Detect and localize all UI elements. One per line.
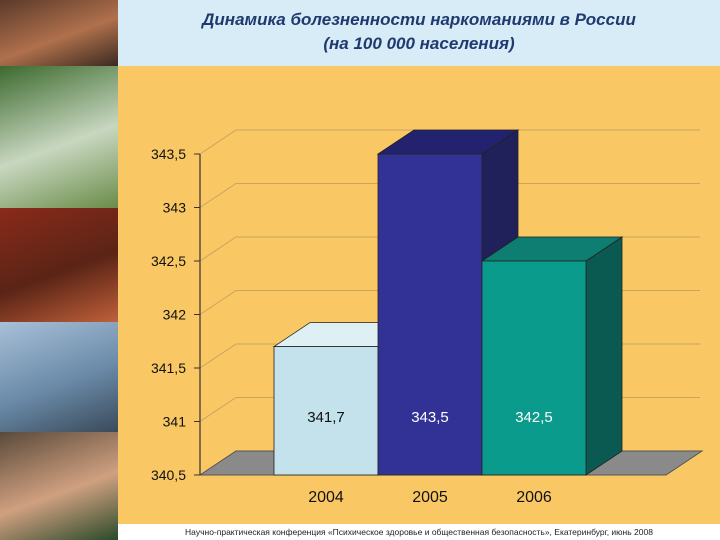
footer-note: Научно-практическая конференция «Психиче… — [118, 524, 720, 540]
x-tick-label-2004: 2004 — [308, 489, 344, 506]
chart-area: 340,5 341 341,5 342 342,5 343 343,5 341,7 2004 34… — [118, 66, 720, 524]
machinery-painting-photo — [0, 208, 118, 322]
title-line-2: (на 100 000 населения) — [323, 34, 515, 53]
surreal-painting-photo — [0, 322, 118, 432]
x-tick-label-2005: 2005 — [412, 489, 448, 506]
gridline-5 — [199, 183, 700, 208]
photo-strip — [0, 0, 118, 540]
data-label-2005: 343,5 — [411, 409, 449, 426]
bar-2006 — [481, 260, 587, 476]
data-label-2004: 341,7 — [307, 409, 345, 426]
title-band — [118, 0, 720, 66]
y-tick-label-3: 342 — [163, 307, 187, 323]
x-tick-label-2006: 2006 — [516, 489, 552, 506]
title-line-1: Динамика болезненности наркоманиями в Ро… — [202, 10, 636, 29]
children-bicycle-photo — [0, 66, 118, 208]
data-label-2006: 342,5 — [515, 409, 553, 426]
bar-chart: 340,5 341 341,5 342 342,5 343 343,5 341,7 2004 34… — [151, 129, 704, 506]
chart-title: Динамика болезненности наркоманиями в Ро… — [118, 8, 720, 56]
y-tick-label-5: 343 — [163, 200, 187, 216]
gridline-6 — [199, 129, 700, 155]
y-tick-label-4: 342,5 — [151, 253, 186, 269]
bar-2004 — [273, 346, 379, 476]
y-tick-label-1: 341 — [163, 414, 187, 430]
y-tick-label-0: 340,5 — [151, 467, 186, 483]
y-tick-label-6: 343,5 — [151, 146, 186, 162]
hands-photo — [0, 432, 118, 540]
crowd-photo — [0, 0, 118, 66]
bar-side-2006 — [585, 236, 623, 476]
bar-2005 — [377, 153, 483, 476]
y-tick-label-2: 341,5 — [151, 360, 186, 376]
